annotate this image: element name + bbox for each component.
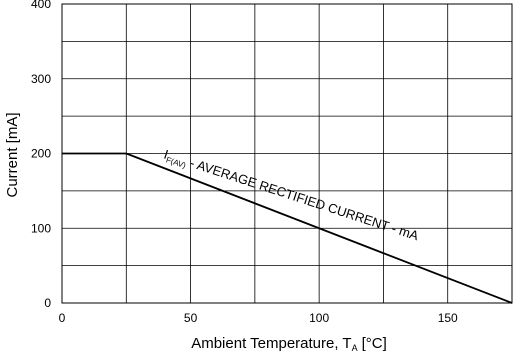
x-axis-label: Ambient Temperature, TA [°C] xyxy=(191,335,387,353)
y-tick-label: 400 xyxy=(31,0,51,11)
y-tick-labels: 0 100 200 300 400 xyxy=(31,0,51,310)
series-annotation: IF(AV) - AVERAGE RECTIFIED CURRENT - mA xyxy=(161,147,420,246)
x-axis-label-subscript: A xyxy=(352,343,358,353)
y-tick-label: 0 xyxy=(44,296,51,310)
grid xyxy=(62,4,512,303)
annotation-subscript: F(AV) xyxy=(165,155,187,170)
y-tick-label: 200 xyxy=(31,147,51,161)
series-line xyxy=(62,152,513,304)
x-axis-label-main: Ambient Temperature, T xyxy=(191,335,351,352)
annotation-rest: - AVERAGE RECTIFIED CURRENT - mA xyxy=(185,154,421,243)
x-tick-label: 150 xyxy=(438,311,458,325)
annotation-main: I xyxy=(162,147,170,162)
series xyxy=(62,152,513,304)
x-tick-labels: 0 50 100 150 xyxy=(59,311,458,325)
x-axis-label-unit: [°C] xyxy=(362,335,387,352)
x-tick-label: 50 xyxy=(184,311,198,325)
x-tick-label: 0 xyxy=(59,311,66,325)
y-axis-label: Current [mA] xyxy=(4,112,21,197)
x-tick-label: 100 xyxy=(309,311,329,325)
y-tick-label: 100 xyxy=(31,221,51,235)
y-tick-label: 300 xyxy=(31,72,51,86)
